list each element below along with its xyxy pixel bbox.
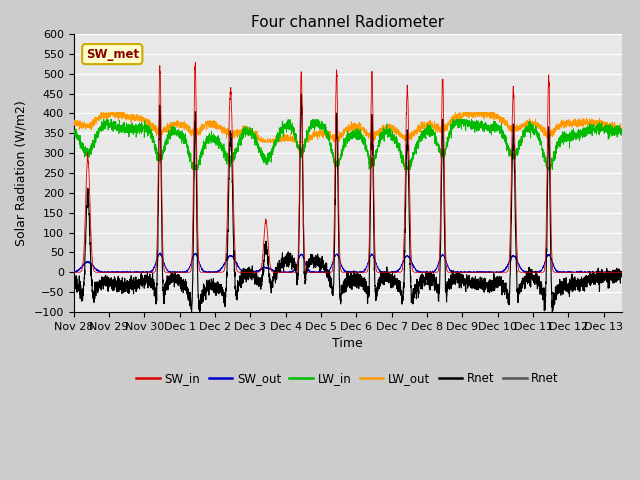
- Legend: SW_in, SW_out, LW_in, LW_out, Rnet, Rnet: SW_in, SW_out, LW_in, LW_out, Rnet, Rnet: [132, 367, 564, 390]
- Title: Four channel Radiometer: Four channel Radiometer: [251, 15, 444, 30]
- X-axis label: Time: Time: [332, 337, 363, 350]
- Y-axis label: Solar Radiation (W/m2): Solar Radiation (W/m2): [15, 100, 28, 246]
- Text: SW_met: SW_met: [86, 48, 139, 60]
